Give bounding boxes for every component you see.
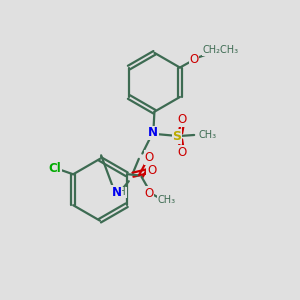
- Text: O: O: [145, 151, 154, 164]
- Text: S: S: [172, 130, 182, 143]
- Text: N: N: [111, 186, 122, 199]
- Text: H: H: [118, 188, 126, 197]
- Text: O: O: [147, 164, 156, 176]
- Text: CH₃: CH₃: [198, 130, 216, 140]
- Text: CH₂CH₃: CH₂CH₃: [202, 45, 238, 55]
- Text: Cl: Cl: [49, 163, 61, 176]
- Text: O: O: [177, 146, 186, 159]
- Text: O: O: [178, 113, 187, 127]
- Text: CH₃: CH₃: [158, 195, 176, 205]
- Text: N: N: [148, 126, 158, 140]
- Text: O: O: [189, 53, 199, 66]
- Text: O: O: [145, 187, 154, 200]
